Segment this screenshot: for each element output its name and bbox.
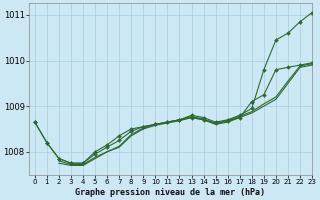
X-axis label: Graphe pression niveau de la mer (hPa): Graphe pression niveau de la mer (hPa) (76, 188, 265, 197)
